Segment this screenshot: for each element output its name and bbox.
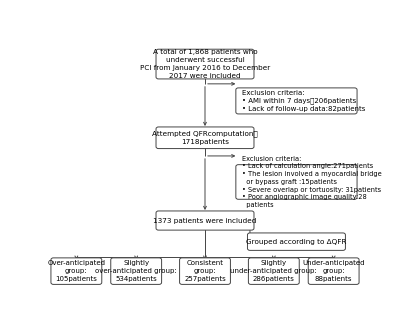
FancyBboxPatch shape [236,88,357,114]
Text: Over-anticipated
group:
105patients: Over-anticipated group: 105patients [47,260,105,282]
Text: Attempted QFRcomputation：
1718patients: Attempted QFRcomputation： 1718patients [152,130,258,145]
Text: Exclusion criteria:
• Lack of calculation angle:271patients
• The lesion involve: Exclusion criteria: • Lack of calculatio… [242,156,382,208]
FancyBboxPatch shape [236,165,357,199]
FancyBboxPatch shape [248,233,346,250]
FancyBboxPatch shape [156,49,254,79]
Text: Exclusion criteria:
• AMI within 7 days：206patients
• Lack of follow-up data:82p: Exclusion criteria: • AMI within 7 days：… [242,90,366,112]
Text: Under-anticipated
group:
88patients: Under-anticipated group: 88patients [302,260,365,282]
FancyBboxPatch shape [111,258,162,285]
Text: 1373 patients were included: 1373 patients were included [153,218,257,224]
FancyBboxPatch shape [51,258,102,285]
FancyBboxPatch shape [308,258,359,285]
FancyBboxPatch shape [156,211,254,230]
FancyBboxPatch shape [156,127,254,149]
Text: Slightly
over-anticipated group:
534patients: Slightly over-anticipated group: 534pati… [95,260,177,282]
Text: Consistent
group:
257patients: Consistent group: 257patients [184,260,226,282]
Text: A total of 1,868 patients who
underwent successful
PCI from January 2016 to Dece: A total of 1,868 patients who underwent … [140,49,270,79]
FancyBboxPatch shape [180,258,230,285]
FancyBboxPatch shape [248,258,299,285]
Text: Grouped according to ΔQFR: Grouped according to ΔQFR [246,239,347,245]
Text: Slightly
under-anticipated group:
286patients: Slightly under-anticipated group: 286pat… [230,260,317,282]
